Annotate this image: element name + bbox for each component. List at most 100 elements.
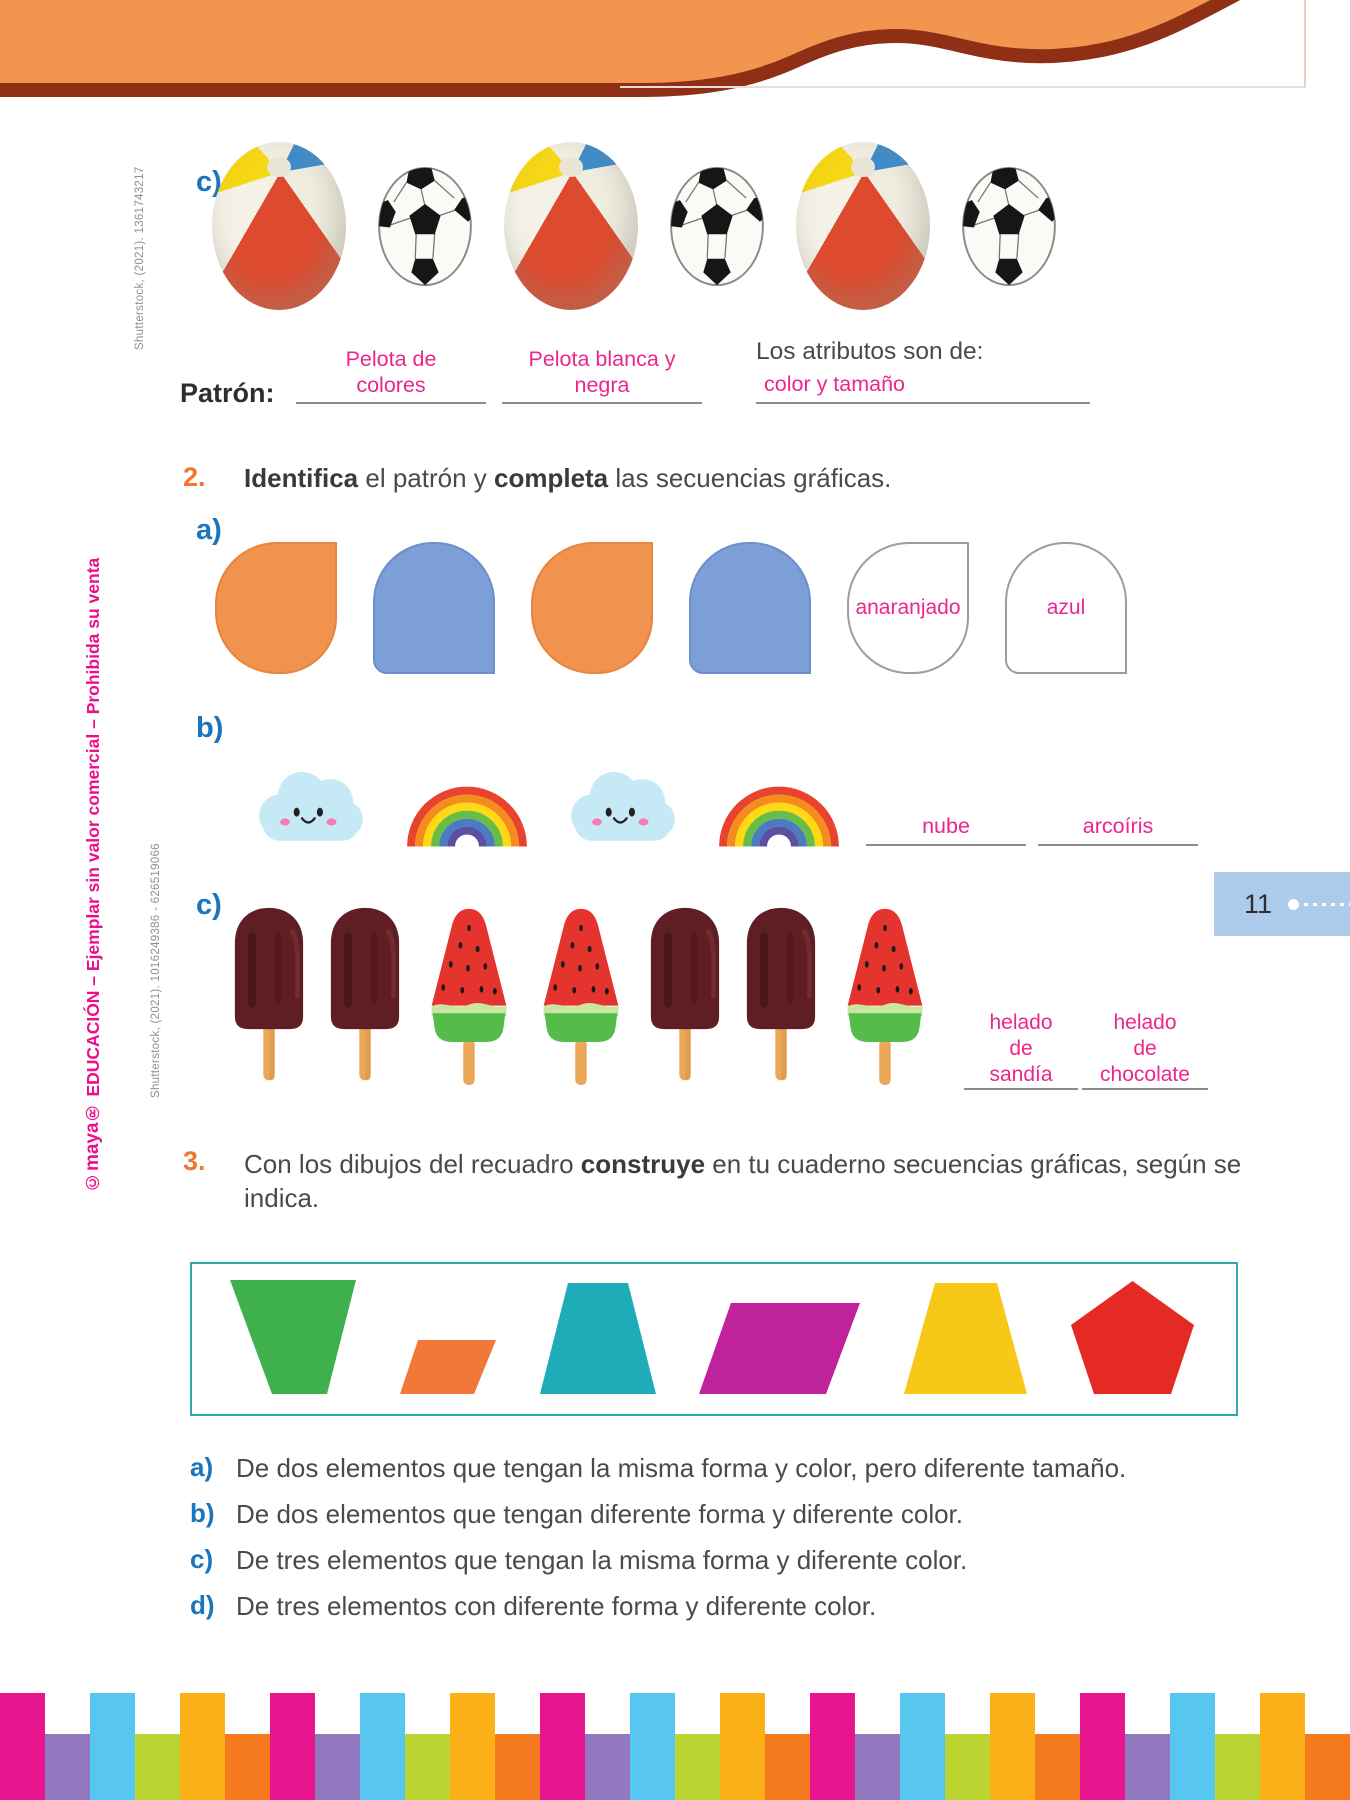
watermelon-popsicle-icon: [840, 905, 930, 1087]
footer-bar: [270, 1693, 315, 1800]
soccer-ball-icon: [376, 165, 474, 288]
option-row: d) De tres elementos con diferente forma…: [190, 1590, 1300, 1623]
footer-bar: [1215, 1734, 1260, 1800]
option-row: b) De dos elementos que tengan diferente…: [190, 1498, 1300, 1531]
footer-bar: [1035, 1734, 1080, 1800]
exercise3-number: 3.: [183, 1146, 206, 1176]
option-row: a) De dos elementos que tengan la misma …: [190, 1452, 1300, 1485]
beach-ball-icon: [212, 142, 346, 310]
soccer-ball-icon: [668, 165, 766, 288]
shapes-box: [190, 1262, 1238, 1416]
footer-bar: [630, 1693, 675, 1800]
option-text: De tres elementos que tengan la misma fo…: [236, 1545, 968, 1575]
tab-dotted-line: [1304, 902, 1350, 906]
footer-bar: [585, 1734, 630, 1800]
footer-bar: [0, 1693, 45, 1800]
footer-bar: [540, 1693, 585, 1800]
footer-bar: [1305, 1734, 1350, 1800]
row-c-blank-2[interactable]: helado de chocolate: [1082, 1010, 1208, 1090]
option-text: De dos elementos que tengan la misma for…: [236, 1453, 1127, 1483]
row-b-blank-2[interactable]: arcoíris: [1038, 814, 1198, 846]
chocolate-popsicle-icon: [232, 905, 306, 1085]
cloud-icon: [564, 757, 682, 853]
footer-bar: [900, 1693, 945, 1800]
option-label: a): [190, 1452, 214, 1482]
blue-shape-icon: [373, 542, 495, 674]
footer-bar: [945, 1734, 990, 1800]
option-label: d): [190, 1590, 215, 1620]
watermelon-popsicle-icon: [424, 905, 514, 1087]
exercise2-number: 2.: [183, 462, 206, 492]
attributes-label: Los atributos son de:: [756, 338, 984, 365]
page-edge-line-vertical: [1304, 0, 1306, 86]
yellow-trapezoid-icon: [904, 1283, 1028, 1394]
photo-credit-popsicles: Shutterstock, (2021). 1016249386 - 62651…: [150, 843, 162, 1098]
footer-bar: [450, 1693, 495, 1800]
footer-bar: [180, 1693, 225, 1800]
row-b-sequence: [252, 745, 841, 853]
exercise3-instruction: Con los dibujos del recuadro construye e…: [244, 1149, 1242, 1213]
balls-sequence: [212, 140, 1058, 312]
orange-parallelogram-icon: [399, 1340, 496, 1394]
cloud-icon: [252, 757, 370, 853]
footer-bar: [1260, 1693, 1305, 1800]
tab-dot-icon: [1288, 898, 1300, 910]
teal-trapezoid-icon: [539, 1283, 656, 1394]
soccer-ball-icon: [960, 165, 1058, 288]
chocolate-popsicle-icon: [648, 905, 722, 1085]
green-inverted-trapezoid-icon: [230, 1280, 356, 1394]
chocolate-popsicle-icon: [328, 905, 402, 1085]
footer-bar: [990, 1693, 1035, 1800]
row-c-sequence: [232, 905, 930, 1087]
footer-bar: [1080, 1693, 1125, 1800]
footer-bar: [495, 1734, 540, 1800]
watermelon-popsicle-icon: [536, 905, 626, 1087]
footer-bars: [0, 1693, 1350, 1800]
footer-bar: [765, 1734, 810, 1800]
footer-bar: [720, 1693, 765, 1800]
patron-answer-1[interactable]: Pelota de colores: [296, 346, 486, 404]
footer-bar: [135, 1734, 180, 1800]
footer-bar: [225, 1734, 270, 1800]
header-wave: [0, 0, 1241, 97]
footer-bar: [45, 1734, 90, 1800]
row-c-label: c): [196, 889, 222, 921]
footer-bar: [810, 1693, 855, 1800]
option-label: c): [190, 1544, 214, 1574]
row-b-blank-1[interactable]: nube: [866, 814, 1026, 846]
attributes-answer[interactable]: color y tamaño: [756, 372, 1090, 404]
orange-shape-icon: [531, 542, 653, 674]
rainbow-icon: [717, 767, 841, 849]
publisher-brand: ©maya®: [82, 1101, 103, 1192]
patron-answer-2[interactable]: Pelota blanca y negra: [502, 346, 702, 404]
magenta-parallelogram-icon: [699, 1303, 861, 1394]
row-a-blank-1[interactable]: anaranjado: [847, 542, 969, 674]
attributes-block: Los atributos son de: color y tamaño: [756, 338, 1090, 404]
patron-label: Patrón:: [180, 378, 275, 408]
photo-credit-balls: Shutterstock, (2021). 1361743217: [134, 166, 146, 351]
orange-shape-icon: [215, 542, 337, 674]
exercise3-options: a) De dos elementos que tengan la misma …: [190, 1452, 1300, 1636]
exercise2-instruction: Identifica el patrón y completa las secu…: [244, 463, 892, 493]
publisher-text: EDUCACIÓN – Ejemplar sin valor comercial…: [83, 557, 103, 1102]
footer-bar: [405, 1734, 450, 1800]
footer-bar: [1125, 1734, 1170, 1800]
publisher-note: ©maya® EDUCACIÓN – Ejemplar sin valor co…: [82, 558, 104, 1192]
beach-ball-icon: [796, 142, 930, 310]
option-label: b): [190, 1498, 215, 1528]
row-a-blank-2[interactable]: azul: [1005, 542, 1127, 674]
red-pentagon-icon: [1070, 1281, 1194, 1394]
footer-bar: [855, 1734, 900, 1800]
rainbow-icon: [405, 767, 529, 849]
page-number-tab: 11: [1214, 872, 1350, 936]
row-c-blank-1[interactable]: helado de sandía: [964, 1010, 1078, 1090]
row-a-label: a): [196, 514, 222, 546]
option-text: De dos elementos que tengan diferente fo…: [236, 1499, 963, 1529]
page-number: 11: [1244, 888, 1273, 919]
footer-bar: [315, 1734, 360, 1800]
chocolate-popsicle-icon: [744, 905, 818, 1085]
footer-bar: [360, 1693, 405, 1800]
footer-bar: [1170, 1693, 1215, 1800]
footer-bar: [90, 1693, 135, 1800]
